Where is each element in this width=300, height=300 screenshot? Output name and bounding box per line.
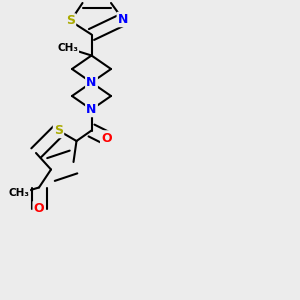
Text: S: S	[66, 14, 75, 28]
Text: N: N	[86, 103, 97, 116]
Text: CH₃: CH₃	[57, 43, 78, 53]
Text: N: N	[86, 76, 97, 89]
Text: O: O	[34, 202, 44, 215]
Text: S: S	[54, 124, 63, 137]
Text: O: O	[101, 131, 112, 145]
Text: N: N	[118, 13, 128, 26]
Text: CH₃: CH₃	[8, 188, 29, 199]
